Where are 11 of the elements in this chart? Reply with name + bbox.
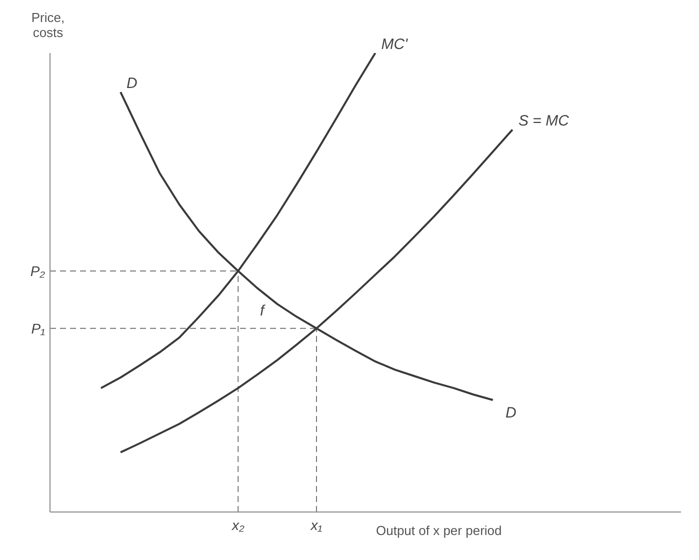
ref-line-label: P₂ (30, 262, 46, 279)
annotation: D (505, 404, 516, 422)
series-label: MC' (381, 36, 409, 53)
ref-line-label: P₁ (31, 320, 46, 336)
x-tick-label: x₂ (230, 516, 245, 533)
annotation: f (260, 302, 266, 320)
x-axis-title: Output of x per period (376, 523, 502, 538)
series-label: D (126, 75, 138, 92)
y-axis-title: Price, costs (30, 10, 66, 40)
x-tick-label: x₁ (310, 516, 323, 533)
series-label: S = MC (518, 112, 570, 130)
